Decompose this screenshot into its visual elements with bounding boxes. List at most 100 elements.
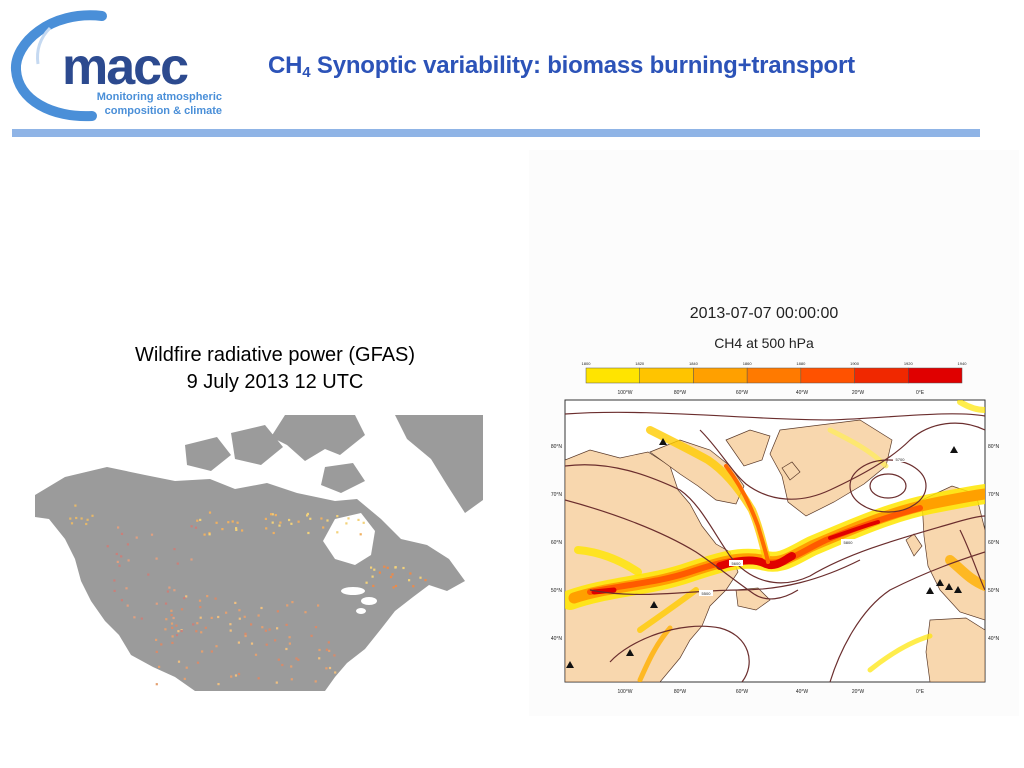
fire-dot xyxy=(200,631,203,634)
fire-dot xyxy=(116,560,119,563)
fire-dot xyxy=(180,608,184,611)
fire-dot xyxy=(155,602,158,605)
fire-dot xyxy=(210,616,213,619)
ch4-map: 5700 5800 5600 5500 xyxy=(564,399,986,683)
fire-dot xyxy=(291,601,294,604)
fire-dot xyxy=(133,616,136,619)
wildfire-map xyxy=(35,415,483,691)
fire-dot xyxy=(347,517,350,520)
left-lat-label: 60°N xyxy=(551,540,563,546)
fire-dot xyxy=(238,617,241,620)
fire-dot xyxy=(164,628,167,631)
figure-field: CH4 at 500 hPa xyxy=(714,335,814,351)
fire-dot xyxy=(235,527,238,530)
fire-dot xyxy=(117,526,120,529)
fire-dot xyxy=(333,654,336,657)
fire-dot xyxy=(147,573,150,576)
colorbar-segment xyxy=(693,367,748,384)
fire-dot xyxy=(297,520,300,523)
top-lon-label: 40°W xyxy=(796,390,809,396)
fire-dot xyxy=(275,681,278,684)
fire-dot xyxy=(180,629,183,633)
bottom-lon-label: 40°W xyxy=(796,689,809,695)
colorbar-tick-label: 1900 xyxy=(850,361,860,366)
fire-dot xyxy=(229,629,232,632)
fire-dot xyxy=(113,579,116,582)
fire-dot xyxy=(295,657,298,660)
fire-dot xyxy=(171,641,174,644)
fire-dot xyxy=(204,626,207,629)
fire-dot xyxy=(320,517,323,520)
fire-dots xyxy=(69,504,427,686)
fire-dot xyxy=(208,532,211,535)
fire-dot xyxy=(412,585,415,588)
fire-dot xyxy=(120,532,124,535)
bottom-lon-label: 100°W xyxy=(617,689,632,695)
fire-dot xyxy=(199,518,202,521)
fire-dot xyxy=(236,521,239,524)
caption-line-1: Wildfire radiative power (GFAS) xyxy=(134,344,416,366)
fire-dot xyxy=(196,519,199,522)
fire-dot xyxy=(365,581,368,584)
fire-dot xyxy=(244,634,247,638)
contour-label: 5600 xyxy=(732,561,742,566)
fire-dot xyxy=(371,575,374,578)
map-caption: Wildfire radiative power (GFAS) 9 July 2… xyxy=(60,342,490,396)
fire-dot xyxy=(126,604,129,607)
fire-dot xyxy=(272,531,275,535)
colorbar-tick-label: 1880 xyxy=(796,361,806,366)
fire-dot xyxy=(173,548,176,551)
top-lon-label: 60°W xyxy=(736,390,749,396)
fire-dot xyxy=(170,609,173,612)
fire-dot xyxy=(288,518,291,522)
colorbar-tick-label: 1920 xyxy=(904,361,914,366)
title-rule xyxy=(12,129,980,137)
fire-dot xyxy=(336,531,339,534)
fire-dot xyxy=(327,641,330,644)
fire-dot xyxy=(208,533,211,536)
right-lat-label: 70°N xyxy=(988,492,1000,498)
fire-dot xyxy=(198,599,202,602)
fire-dot xyxy=(373,568,376,571)
fire-dot xyxy=(378,571,381,574)
fire-dot xyxy=(261,626,264,629)
fire-dot xyxy=(290,522,293,525)
figure-timestamp: 2013-07-07 00:00:00 xyxy=(690,305,839,322)
fire-dot xyxy=(175,624,178,627)
greenland-land xyxy=(395,415,483,513)
fire-dot xyxy=(225,611,228,614)
fire-dot xyxy=(155,683,158,686)
fire-dot xyxy=(306,514,309,517)
fire-dot xyxy=(150,533,154,536)
fire-dot xyxy=(322,526,325,529)
fire-dot xyxy=(357,518,360,521)
fire-dot xyxy=(208,511,212,514)
fire-dot xyxy=(120,599,123,602)
fire-dot xyxy=(257,677,260,680)
colorbar-tick-label: 1820 xyxy=(635,361,645,366)
fire-dot xyxy=(370,566,373,569)
contour-labels: 5700 5800 5600 5500 xyxy=(699,456,907,596)
fire-dot xyxy=(318,648,321,652)
top-lon-label: 80°W xyxy=(674,390,687,396)
left-lat-labels: 80°N 70°N 60°N 50°N 40°N xyxy=(551,444,563,642)
fire-dot xyxy=(328,649,331,652)
fire-dot xyxy=(307,531,310,535)
ch4-plume xyxy=(565,400,985,682)
fire-dot xyxy=(392,586,395,589)
fire-dot xyxy=(290,665,293,668)
fire-dot xyxy=(214,597,217,600)
fire-dot xyxy=(172,616,175,620)
fire-dot xyxy=(201,650,204,653)
fire-dot xyxy=(175,634,179,637)
fire-dot xyxy=(235,528,238,531)
fire-dot xyxy=(171,635,174,638)
fire-dot xyxy=(243,615,246,618)
fire-dot xyxy=(125,587,128,590)
fire-dot xyxy=(170,613,173,617)
fire-dot xyxy=(362,521,365,524)
fire-dot xyxy=(394,584,398,588)
fire-dot xyxy=(234,601,237,604)
fire-dot xyxy=(372,584,375,587)
fire-dot xyxy=(279,521,282,524)
